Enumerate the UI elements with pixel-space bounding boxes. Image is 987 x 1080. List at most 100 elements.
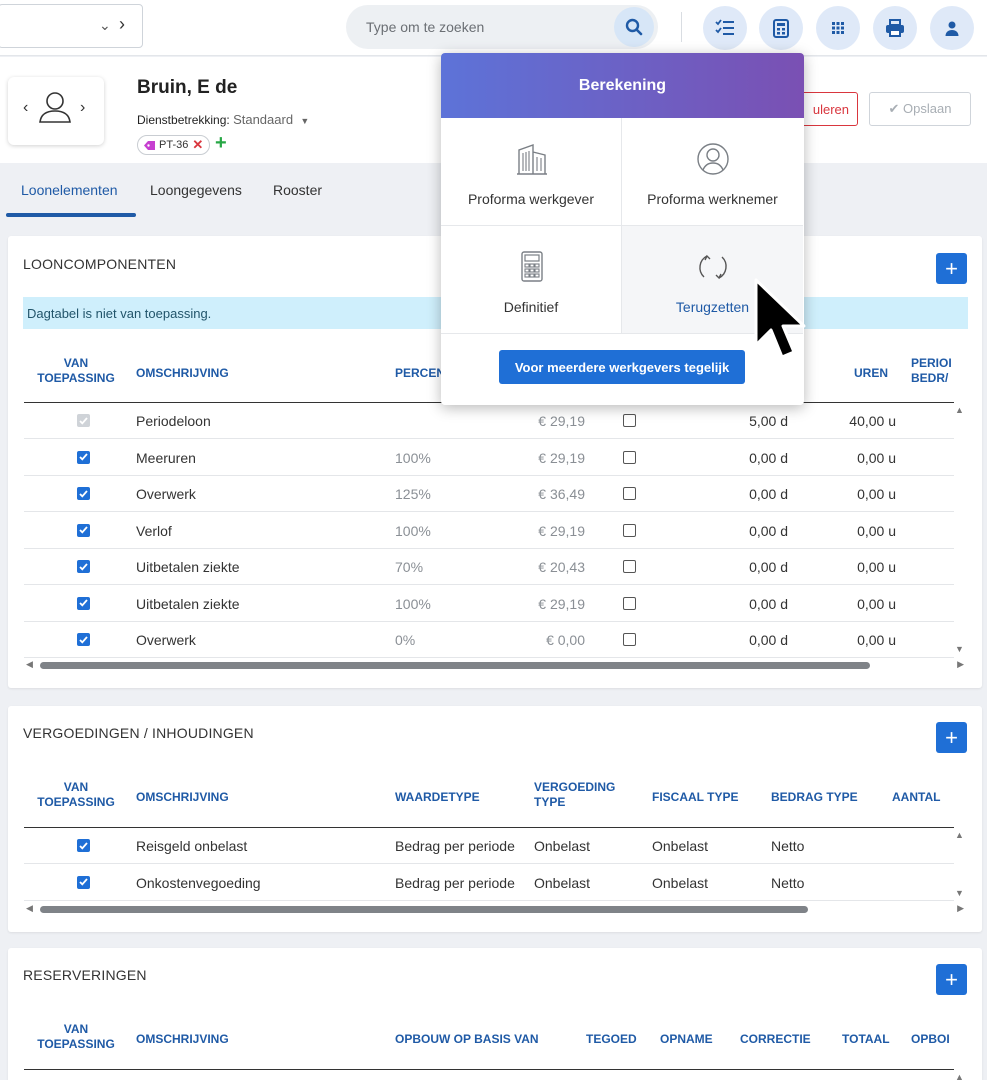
table-row[interactable]: Meeruren 100% € 29,19 0,00 d 0,00 u: [24, 440, 954, 476]
scroll-up-arrow[interactable]: ▲: [955, 405, 964, 415]
previous-employee-icon[interactable]: ‹: [23, 99, 29, 116]
row-checkbox[interactable]: [623, 633, 636, 646]
table-row[interactable]: Uitbetalen ziekte 100% € 29,19 0,00 d 0,00 u: [24, 586, 954, 622]
row-checkbox[interactable]: [623, 450, 636, 464]
table-row[interactable]: Overwerk 125% € 36,49 0,00 d 0,00 u: [24, 476, 954, 512]
opslaan-button[interactable]: ✔ Opslaan: [869, 92, 971, 126]
scroll-up-arrow[interactable]: ▲: [955, 1072, 964, 1080]
definitief-option[interactable]: Definitief: [441, 226, 622, 334]
header-divider: [24, 827, 954, 828]
row-checkbox[interactable]: [623, 487, 636, 500]
table-row[interactable]: Overwerk 0% € 0,00 0,00 d 0,00 u: [24, 622, 954, 658]
header-divider: [24, 1069, 954, 1070]
van-toepassing-checkbox[interactable]: [77, 839, 90, 852]
column-header-periode-bedrag[interactable]: PERIOI BEDR/: [911, 356, 952, 385]
checkmark-icon: [79, 635, 88, 644]
column-header-opname[interactable]: OPNAME: [660, 1032, 713, 1046]
table-row[interactable]: Uitbetalen ziekte 70% € 20,43 0,00 d 0,00 u: [24, 549, 954, 585]
search-button[interactable]: [614, 7, 654, 47]
scroll-down-arrow[interactable]: ▼: [955, 888, 964, 898]
column-header-waardetype[interactable]: WAARDETYPE: [395, 790, 480, 804]
column-header-vergoeding-type[interactable]: VERGOEDING TYPE: [534, 780, 616, 809]
scroll-right-arrow[interactable]: ▶: [957, 659, 964, 669]
row-checkbox[interactable]: [623, 560, 636, 573]
scrollbar-thumb[interactable]: [40, 662, 870, 669]
apps-button[interactable]: [816, 6, 860, 50]
checkmark-icon: [79, 453, 88, 461]
proforma-werknemer-option[interactable]: Proforma werknemer: [622, 118, 803, 226]
column-header-totaal[interactable]: TOTAAL: [842, 1032, 890, 1046]
column-header-omschrijving[interactable]: OMSCHRIJVING: [136, 1032, 229, 1046]
add-tag-icon[interactable]: +: [215, 132, 227, 154]
reserveringen-card: RESERVERINGEN + VAN TOEPASSING OMSCHRIJVI…: [8, 948, 982, 1080]
add-looncomponent-button[interactable]: +: [936, 253, 967, 284]
column-header-uren[interactable]: UREN: [854, 366, 889, 380]
add-reservering-button[interactable]: +: [936, 964, 967, 995]
van-toepassing-checkbox[interactable]: [77, 487, 90, 500]
avatar-icon: [39, 92, 71, 123]
scroll-left-arrow[interactable]: ◀: [26, 659, 33, 669]
table-row[interactable]: Reisgeld onbelast Bedrag per periode Onbel…: [24, 828, 954, 864]
scroll-right-arrow[interactable]: ▶: [957, 903, 964, 913]
calculator-button[interactable]: [759, 6, 803, 50]
horizontal-scrollbar[interactable]: ◀ ▶: [24, 658, 968, 670]
van-toepassing-checkbox[interactable]: [77, 560, 90, 573]
uren-cell: 0,00 u: [857, 595, 896, 612]
caret-down-icon[interactable]: ▼: [300, 116, 310, 126]
checkmark-icon: [79, 416, 88, 425]
column-header-correctie[interactable]: CORRECTIE: [740, 1032, 811, 1046]
checkmark-icon: [79, 841, 88, 850]
user-button[interactable]: [930, 6, 974, 50]
van-toepassing-checkbox[interactable]: [77, 523, 90, 537]
omschrijving-cell: Onkostenvegoeding: [136, 874, 261, 891]
dienstbetrekking-value[interactable]: Standaard: [233, 112, 294, 127]
dienstbetrekking[interactable]: Dienstbetrekking: Standaard ▼: [137, 112, 309, 127]
scrollbar-thumb[interactable]: [40, 906, 808, 913]
column-header-aantal[interactable]: AANTAL: [892, 790, 941, 804]
column-header-opbouw-short[interactable]: OPBOI: [911, 1032, 950, 1046]
next-employee-icon[interactable]: ›: [80, 99, 86, 116]
column-header-fiscaal-type[interactable]: FISCAAL TYPE: [652, 790, 739, 804]
column-header-van-toepassing[interactable]: VAN TOEPASSING: [37, 780, 115, 809]
van-toepassing-checkbox[interactable]: [77, 450, 90, 464]
meerdere-werkgevers-button[interactable]: Voor meerdere werkgevers tegelijk: [499, 350, 745, 384]
chevron-down-icon[interactable]: ⌄: [99, 17, 111, 33]
column-header-tegoed[interactable]: TEGOED: [586, 1032, 637, 1046]
scroll-down-arrow[interactable]: ▼: [955, 644, 964, 654]
add-vergoeding-button[interactable]: +: [936, 722, 967, 753]
employee-selector[interactable]: ⌄ ›: [0, 4, 143, 48]
row-checkbox[interactable]: [623, 523, 636, 537]
search-input[interactable]: [366, 5, 606, 49]
row-checkbox[interactable]: [623, 596, 636, 610]
table-row[interactable]: Verlof 100% € 29,19 0,00 d 0,00 u: [24, 513, 954, 549]
checkmark-icon: [79, 526, 88, 534]
van-toepassing-checkbox[interactable]: [77, 875, 90, 889]
column-header-opbouw[interactable]: OPBOUW OP BASIS VAN: [395, 1032, 539, 1046]
column-header-van-toepassing[interactable]: VAN TOEPASSING: [37, 356, 115, 385]
horizontal-scrollbar[interactable]: ◀ ▶: [24, 902, 968, 914]
chevron-right-icon[interactable]: ›: [119, 14, 125, 34]
table-row[interactable]: Onkostenvegoeding Bedrag per periode Onbel…: [24, 865, 954, 901]
tab-rooster[interactable]: Rooster: [273, 182, 323, 198]
tab-loonelementen[interactable]: Loonelementen: [21, 182, 118, 198]
scroll-left-arrow[interactable]: ◀: [26, 903, 33, 913]
search-icon: [625, 18, 643, 36]
proforma-werkgever-option[interactable]: Proforma werkgever: [441, 118, 622, 226]
refresh-icon: [699, 254, 727, 280]
tab-loongegevens[interactable]: Loongegevens: [150, 182, 242, 198]
column-header-percentage[interactable]: PERCEN: [395, 366, 446, 380]
scroll-up-arrow[interactable]: ▲: [955, 830, 964, 840]
van-toepassing-checkbox[interactable]: [77, 596, 90, 610]
van-toepassing-checkbox[interactable]: [77, 633, 90, 646]
remove-tag-icon[interactable]: ✕: [192, 137, 204, 152]
column-header-omschrijving[interactable]: OMSCHRIJVING: [136, 366, 229, 380]
row-checkbox[interactable]: [623, 414, 636, 427]
checklist-button[interactable]: [703, 6, 747, 50]
table-row[interactable]: Periodeloon € 29,19 5,00 d 40,00 u: [24, 403, 954, 439]
search-box: [346, 5, 658, 49]
print-button[interactable]: [873, 6, 917, 50]
column-header-omschrijving[interactable]: OMSCHRIJVING: [136, 790, 229, 804]
uren-cell: 0,00 u: [857, 449, 896, 466]
column-header-van-toepassing[interactable]: VAN TOEPASSING: [37, 1022, 115, 1051]
column-header-bedrag-type[interactable]: BEDRAG TYPE: [771, 790, 858, 804]
